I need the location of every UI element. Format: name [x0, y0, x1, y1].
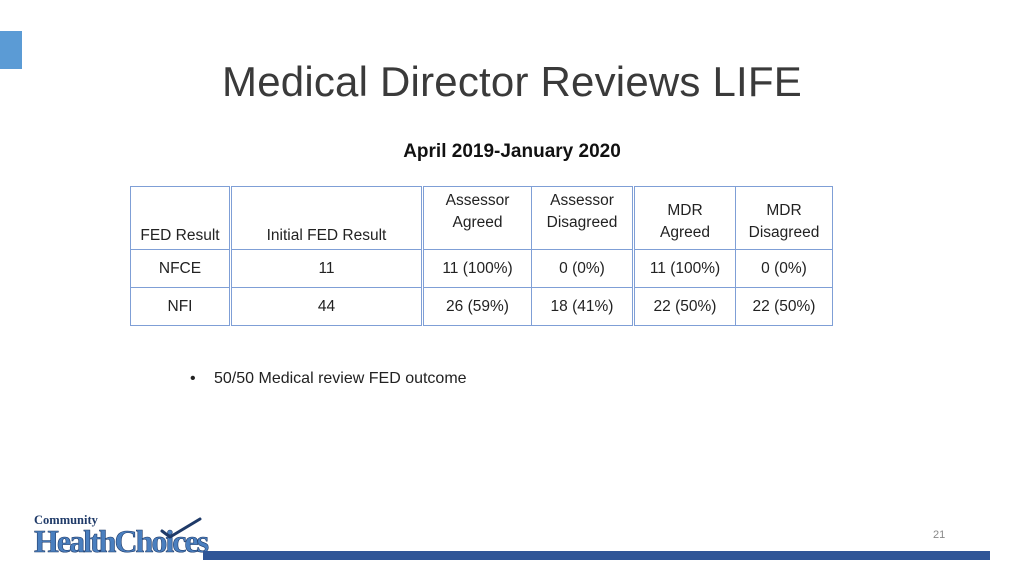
logo-healthchoices-text: HealthChoices — [34, 523, 210, 560]
accent-square — [0, 31, 22, 69]
cell-initial-fed-result: 44 — [229, 287, 423, 326]
table-header-row: FED Result Initial FED Result Assessor A… — [130, 186, 833, 250]
bullet-text: 50/50 Medical review FED outcome — [214, 370, 467, 387]
cell-mdr-agreed: 11 (100%) — [632, 249, 736, 288]
header-assessor-agreed-line2: Agreed — [452, 214, 503, 231]
cell-mdr-agreed: 22 (50%) — [632, 287, 736, 326]
cell-assessor-agreed: 26 (59%) — [421, 287, 532, 326]
slide-subtitle: April 2019-January 2020 — [403, 141, 621, 162]
slide-title: Medical Director Reviews LIFE — [222, 58, 802, 105]
cell-initial-fed-result: 11 — [229, 249, 423, 288]
bullet-symbol: • — [190, 370, 196, 387]
logo-community-text: Community — [34, 513, 98, 527]
header-assessor-disagreed: Assessor Disagreed — [531, 186, 634, 250]
cell-fed-result: NFI — [130, 287, 231, 326]
community-healthchoices-logo: Community HealthChoices — [34, 513, 210, 559]
header-assessor-agreed: Assessor Agreed — [421, 186, 532, 250]
header-assessor-disagreed-line2: Disagreed — [546, 214, 618, 231]
cell-assessor-agreed: 11 (100%) — [421, 249, 532, 288]
header-mdr-agreed-line1: MDR — [667, 202, 703, 219]
header-fed-result: FED Result — [130, 186, 231, 250]
header-mdr-disagreed: MDR Disagreed — [735, 186, 833, 250]
cell-mdr-disagreed: 0 (0%) — [735, 249, 833, 288]
list-item: • 50/50 Medical review FED outcome — [190, 370, 467, 388]
table-row: NFI 44 26 (59%) 18 (41%) 22 (50%) 22 (50… — [130, 287, 833, 326]
cell-fed-result: NFCE — [130, 249, 231, 288]
header-mdr-agreed: MDR Agreed — [632, 186, 736, 250]
bullet-list: • 50/50 Medical review FED outcome — [190, 370, 467, 388]
cell-mdr-disagreed: 22 (50%) — [735, 287, 833, 326]
page-number: 21 — [933, 529, 946, 541]
header-mdr-disagreed-line1: MDR — [766, 202, 802, 219]
header-assessor-disagreed-line1: Assessor — [550, 192, 614, 209]
reviews-table: FED Result Initial FED Result Assessor A… — [130, 186, 833, 326]
header-initial-fed-result: Initial FED Result — [229, 186, 423, 250]
header-assessor-agreed-line1: Assessor — [445, 192, 510, 209]
header-mdr-agreed-line2: Agreed — [660, 224, 710, 241]
checkmark-icon — [160, 517, 202, 539]
header-mdr-disagreed-line2: Disagreed — [748, 224, 820, 241]
footer-bar — [203, 551, 990, 560]
table-row: NFCE 11 11 (100%) 0 (0%) 11 (100%) 0 (0%… — [130, 249, 833, 288]
cell-assessor-disagreed: 0 (0%) — [531, 249, 634, 288]
cell-assessor-disagreed: 18 (41%) — [531, 287, 634, 326]
